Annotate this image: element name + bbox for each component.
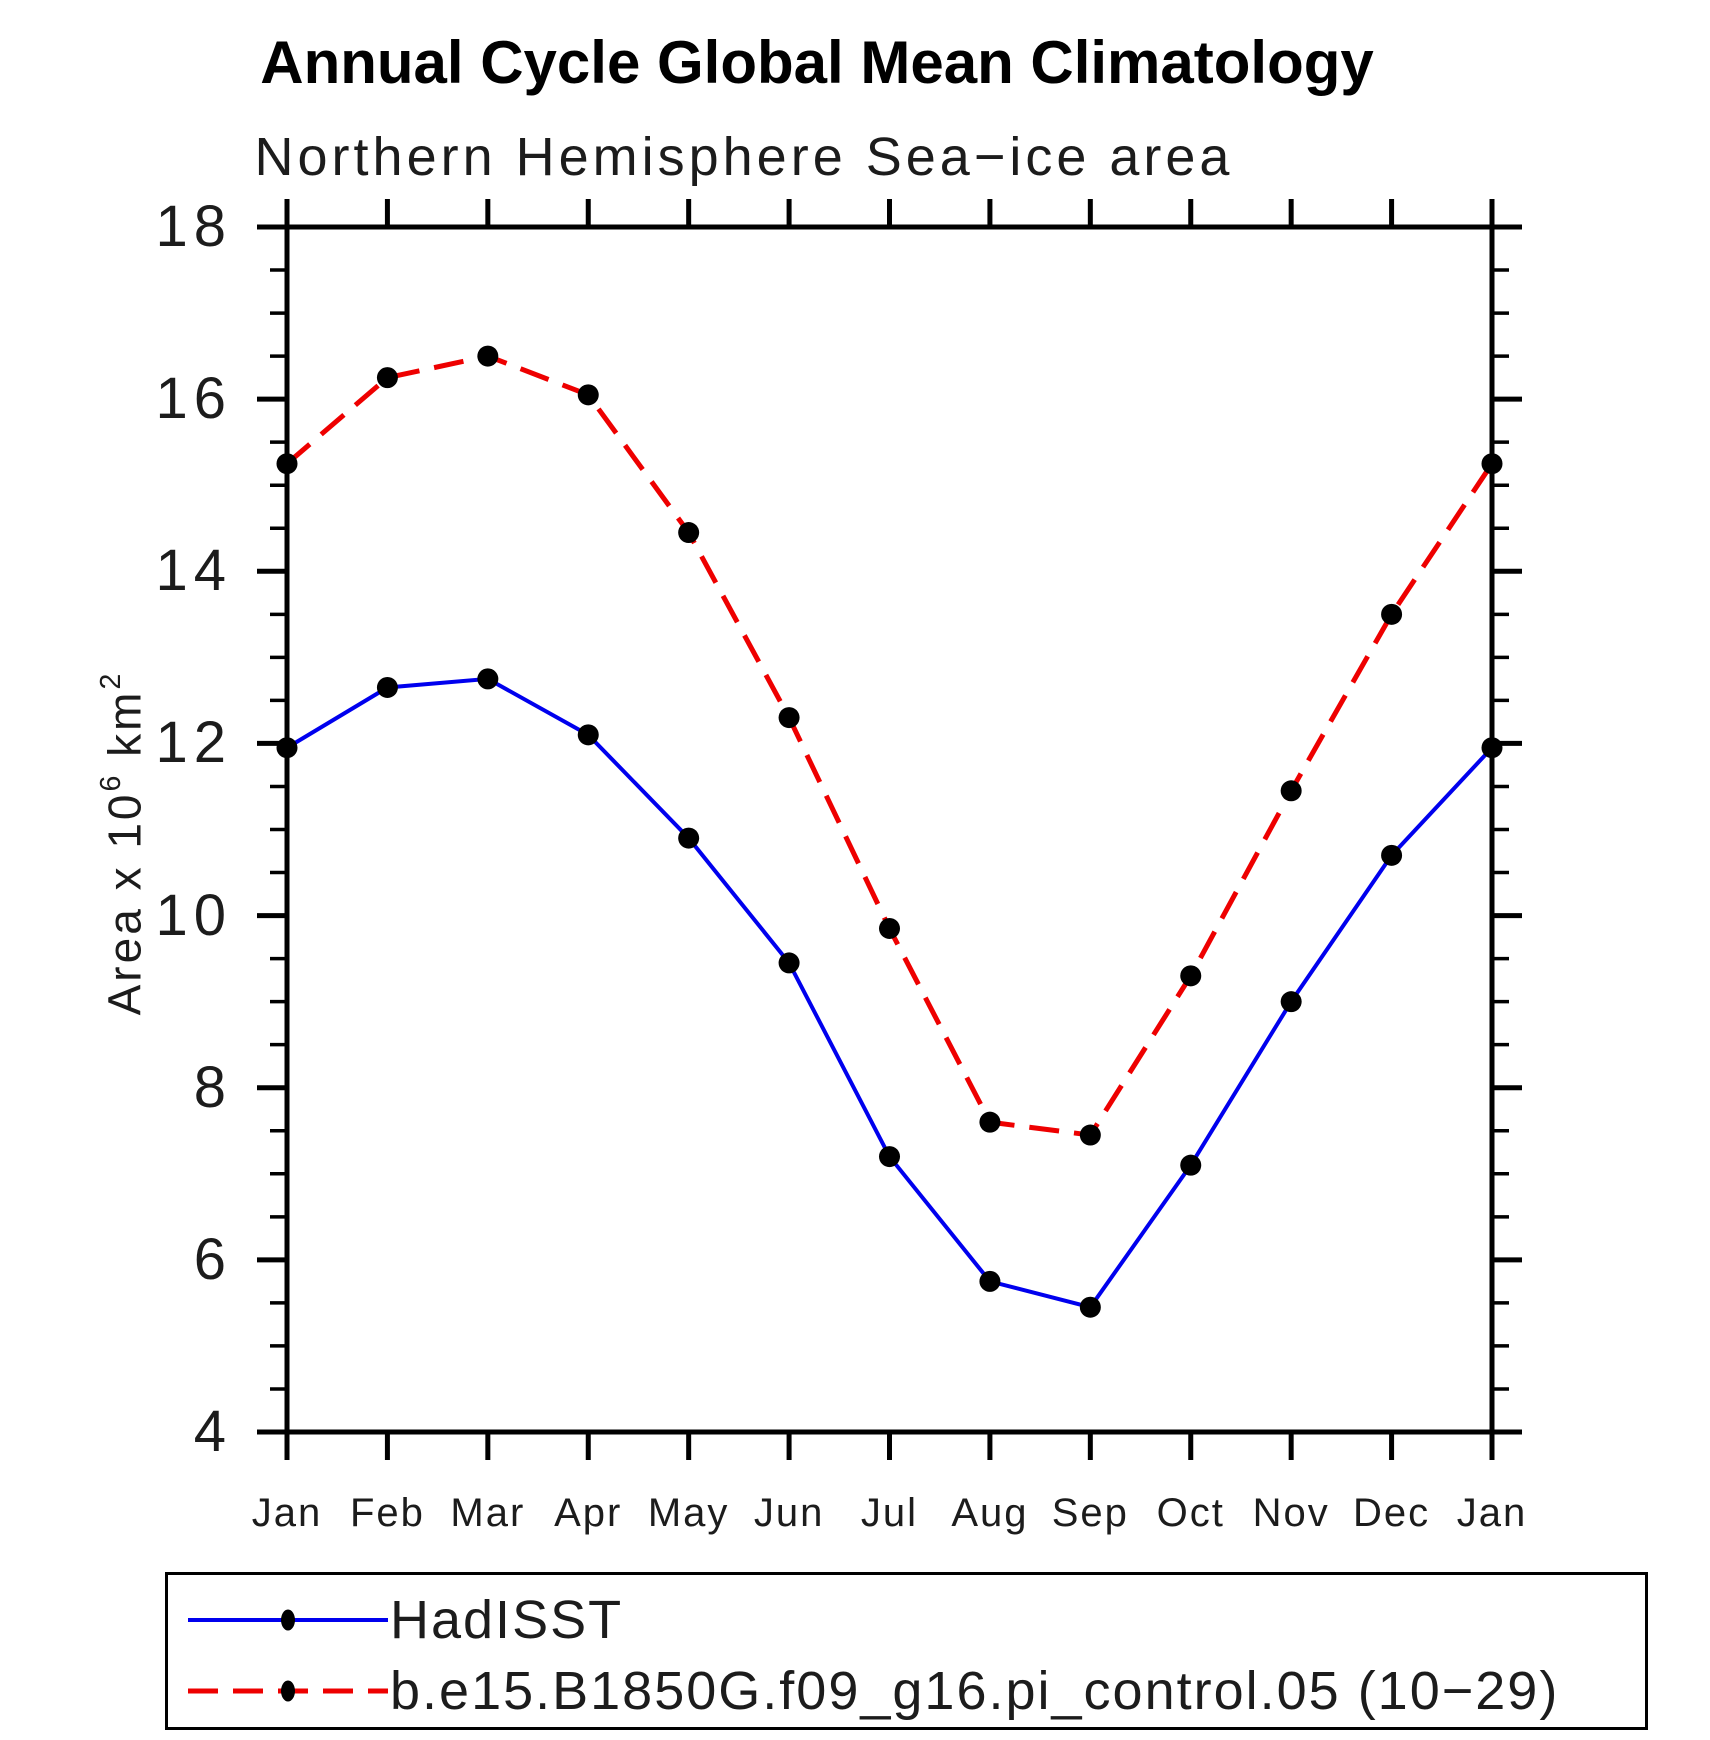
legend-marker bbox=[281, 1609, 295, 1631]
x-tick-label: Jun bbox=[753, 1491, 825, 1535]
y-tick-label: 8 bbox=[193, 1054, 232, 1120]
data-point bbox=[1079, 1124, 1101, 1146]
legend-item: b.e15.B1850G.f09_g16.pi_control.05 (10−2… bbox=[168, 1660, 1645, 1722]
data-point bbox=[276, 737, 298, 759]
data-point bbox=[879, 917, 900, 939]
series-line-0 bbox=[285, 676, 1494, 1310]
y-tick-label: 10 bbox=[155, 882, 232, 948]
data-point bbox=[879, 1146, 900, 1168]
data-point bbox=[778, 707, 800, 729]
data-point bbox=[477, 345, 499, 367]
data-point bbox=[1481, 737, 1503, 759]
y-tick-label: 16 bbox=[155, 366, 232, 432]
y-axis-title-superscript-2: 2 bbox=[94, 670, 127, 690]
data-point bbox=[1381, 603, 1403, 625]
legend-label: b.e15.B1850G.f09_g16.pi_control.05 (10−2… bbox=[390, 1661, 1560, 1721]
y-axis-title: Area x 106 km2 bbox=[85, 593, 151, 1093]
x-tick-label: Oct bbox=[1156, 1491, 1225, 1535]
x-tick-label: Jan bbox=[251, 1491, 323, 1535]
legend: HadISST b.e15.B1850G.f09_g16.pi_control.0… bbox=[165, 1572, 1648, 1730]
plot-area bbox=[257, 199, 1522, 1460]
y-tick-label: 4 bbox=[193, 1399, 232, 1464]
series-line-1 bbox=[285, 353, 1495, 1138]
x-tick-label: Jan bbox=[1456, 1491, 1528, 1535]
legend-sample-line bbox=[188, 1680, 388, 1702]
y-tick-label: 18 bbox=[155, 194, 232, 259]
data-point bbox=[1079, 1296, 1101, 1318]
x-tick-label: Apr bbox=[554, 1491, 623, 1535]
x-tick-label: Feb bbox=[349, 1491, 425, 1535]
data-point bbox=[979, 1111, 1001, 1133]
y-tick-label: 12 bbox=[155, 710, 232, 776]
data-point bbox=[276, 453, 298, 475]
data-point bbox=[778, 952, 800, 974]
legend-label: HadISST bbox=[390, 1590, 624, 1650]
x-tick-label: Aug bbox=[951, 1491, 1029, 1535]
y-axis-title-superscript-6: 6 bbox=[94, 772, 127, 792]
x-tick-label: Nov bbox=[1252, 1491, 1330, 1535]
data-point bbox=[1180, 1154, 1202, 1176]
data-point bbox=[1280, 991, 1302, 1013]
x-tick-label: Jul bbox=[860, 1491, 919, 1535]
data-point bbox=[979, 1270, 1001, 1292]
x-tick-label: Mar bbox=[450, 1491, 526, 1535]
y-tick-label: 6 bbox=[193, 1226, 232, 1292]
data-point bbox=[376, 367, 398, 389]
legend-sample-line bbox=[188, 1609, 388, 1631]
data-point bbox=[477, 668, 499, 690]
chart-subtitle: Northern Hemisphere Sea−ice area bbox=[254, 127, 1234, 187]
data-point bbox=[577, 724, 599, 746]
data-point bbox=[577, 384, 599, 406]
y-tick-label: 14 bbox=[155, 538, 232, 604]
legend-item: HadISST bbox=[168, 1589, 1645, 1651]
data-point bbox=[678, 522, 700, 544]
x-tick-label: Sep bbox=[1051, 1491, 1129, 1535]
legend-marker bbox=[281, 1680, 295, 1702]
data-point bbox=[1180, 965, 1202, 987]
data-point bbox=[678, 827, 700, 849]
chart-title: Annual Cycle Global Mean Climatology bbox=[260, 29, 1374, 96]
data-point bbox=[376, 676, 398, 698]
data-point bbox=[1381, 844, 1403, 866]
plot-frame bbox=[284, 224, 1495, 1435]
data-point bbox=[1481, 453, 1503, 475]
data-point bbox=[1280, 780, 1302, 802]
x-tick-label: Dec bbox=[1353, 1491, 1431, 1535]
x-tick-label: May bbox=[647, 1491, 730, 1535]
